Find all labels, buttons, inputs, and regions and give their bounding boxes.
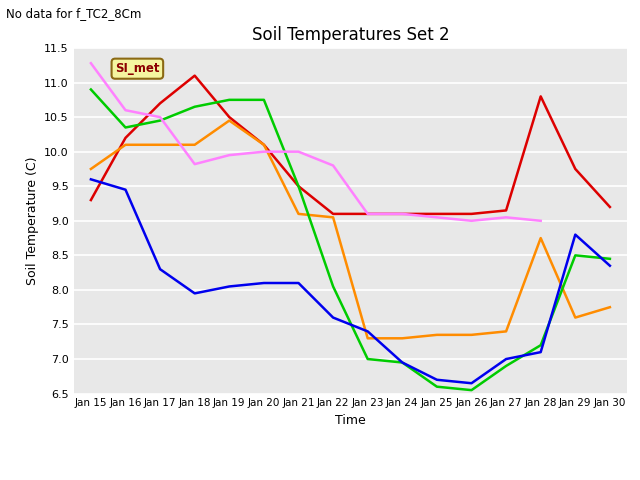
Y-axis label: Soil Temperature (C): Soil Temperature (C) [26, 156, 38, 285]
Legend: TC2_2Cm, TC2_4Cm, TC2_16Cm, TC2_32Cm, TC2_50Cm: TC2_2Cm, TC2_4Cm, TC2_16Cm, TC2_32Cm, TC… [90, 476, 611, 480]
Text: SI_met: SI_met [115, 62, 159, 75]
X-axis label: Time: Time [335, 414, 366, 427]
Title: Soil Temperatures Set 2: Soil Temperatures Set 2 [252, 25, 449, 44]
Text: No data for f_TC2_8Cm: No data for f_TC2_8Cm [6, 7, 142, 20]
